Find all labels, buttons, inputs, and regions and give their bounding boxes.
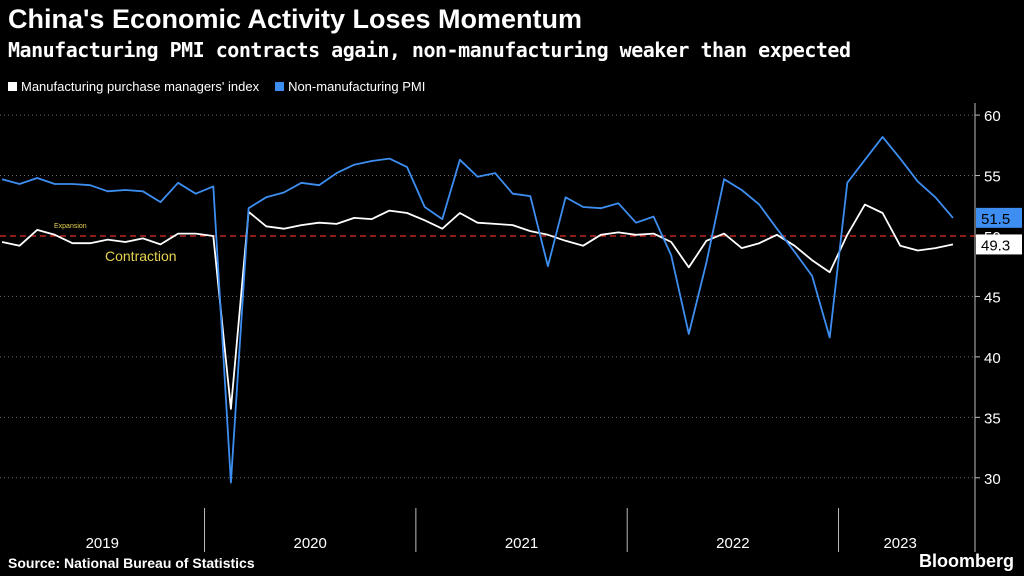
legend-label-manufacturing: Manufacturing purchase managers' index xyxy=(21,79,260,94)
x-year-label-2021: 2021 xyxy=(505,535,538,552)
last-value-label-0: 49.3 xyxy=(976,234,1022,255)
last-value-label-1: 51.5 xyxy=(976,207,1022,228)
last-value-text-1: 51.5 xyxy=(981,211,1010,228)
annotation-expansion: Expansion xyxy=(54,223,87,230)
x-year-label-2023: 2023 xyxy=(883,535,916,552)
legend-label-non-manufacturing: Non-manufacturing PMI xyxy=(288,79,426,94)
source-note: Source: National Bureau of Statistics xyxy=(8,555,255,571)
y-tick-label-45: 45 xyxy=(984,289,1001,306)
legend-swatch-manufacturing xyxy=(8,82,17,91)
last-value-text-0: 49.3 xyxy=(981,237,1010,254)
legend-item-manufacturing: Manufacturing purchase managers' index xyxy=(8,79,259,94)
y-tick-label-55: 55 xyxy=(984,169,1001,186)
last-value-box-1 xyxy=(976,207,1022,228)
last-value-box-0 xyxy=(976,234,1022,255)
series-line-0 xyxy=(1,203,954,410)
legend-item-non-manufacturing: Non-manufacturing PMI xyxy=(275,79,425,94)
chart-title: China's Economic Activity Loses Momentum xyxy=(8,4,583,34)
series-line-1 xyxy=(1,136,954,484)
x-year-label-2019: 2019 xyxy=(86,535,119,552)
x-year-label-2020: 2020 xyxy=(294,535,327,552)
bloomberg-logo: Bloomberg xyxy=(918,551,1014,571)
chart-subtitle: Manufacturing PMI contracts again, non-m… xyxy=(8,38,851,62)
legend-swatch-non-manufacturing xyxy=(275,82,285,91)
y-tick-label-35: 35 xyxy=(984,410,1001,427)
x-year-label-2022: 2022 xyxy=(716,535,749,552)
y-tick-label-30: 30 xyxy=(984,471,1001,488)
y-tick-label-60: 60 xyxy=(984,108,1001,125)
annotation-contraction: Contraction xyxy=(105,248,177,264)
legend: Manufacturing purchase managers' index N… xyxy=(8,79,425,94)
y-tick-label-40: 40 xyxy=(984,350,1001,367)
